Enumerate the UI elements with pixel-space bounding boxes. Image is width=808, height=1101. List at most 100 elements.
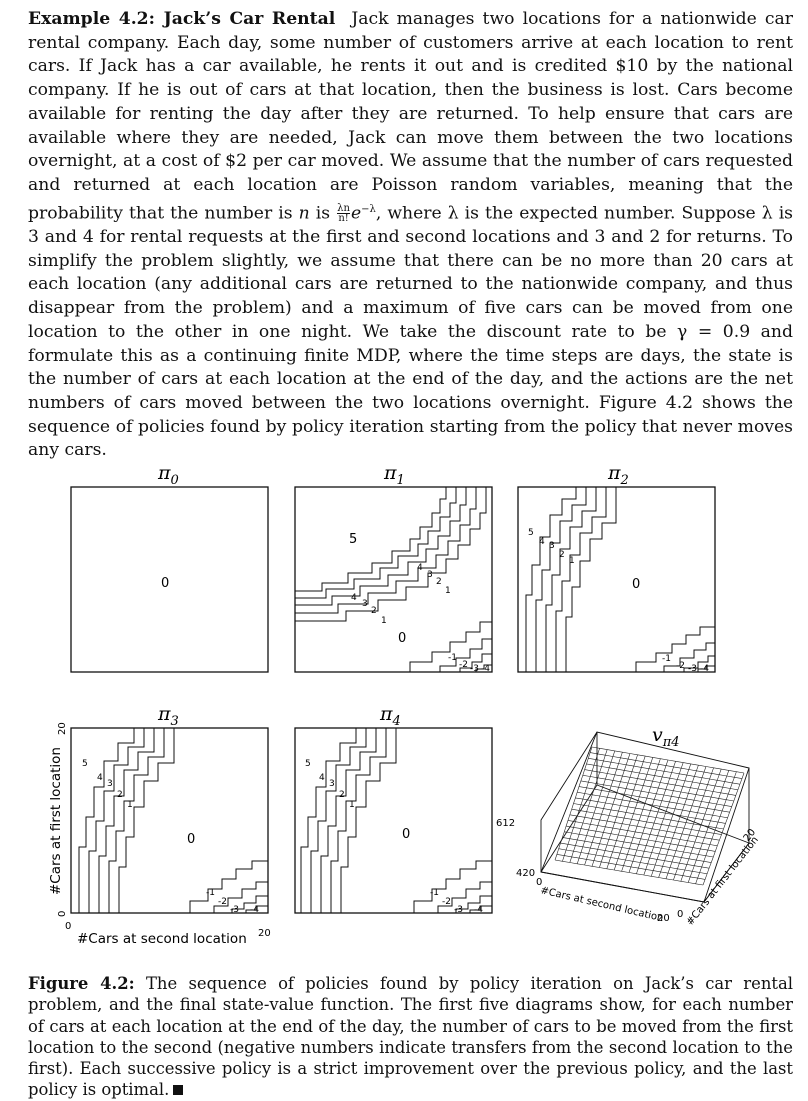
fraction-denominator: n! bbox=[338, 213, 349, 225]
poisson-fraction: λn n! bbox=[337, 203, 350, 225]
region-label: -3 bbox=[230, 905, 239, 915]
region-label: 0 bbox=[161, 576, 169, 591]
x-tick-0: 0 bbox=[536, 877, 542, 888]
region-label: 2 bbox=[117, 790, 123, 800]
value-surface-mesh bbox=[554, 746, 745, 886]
x-tick-20: 20 bbox=[657, 913, 670, 924]
region-label: 5 bbox=[82, 759, 88, 769]
region-label: -1 bbox=[448, 653, 457, 663]
z-tick-low: 420 bbox=[516, 868, 535, 879]
region-label: 1 bbox=[445, 586, 451, 596]
region-label: 3 bbox=[362, 599, 368, 609]
panel-frame-pi0 bbox=[70, 486, 269, 673]
region-label: -3 bbox=[454, 905, 463, 915]
region-label: 4 bbox=[539, 537, 545, 547]
mesh-line bbox=[673, 767, 714, 881]
mesh-line bbox=[650, 763, 692, 877]
mesh-line bbox=[636, 761, 676, 874]
region-label: 5 bbox=[349, 532, 357, 547]
y-tick-0: 0 bbox=[677, 909, 683, 920]
region-label: 5 bbox=[305, 759, 311, 769]
example-text-2: , where λ is the expected number. Suppos… bbox=[28, 203, 794, 461]
mesh-line bbox=[580, 780, 732, 807]
region-label: -2 bbox=[218, 897, 227, 907]
region-label: 3 bbox=[329, 779, 335, 789]
mesh-line bbox=[680, 768, 722, 882]
mesh-line bbox=[575, 797, 726, 824]
region-label: -4 bbox=[474, 905, 483, 915]
fraction-numerator: λn bbox=[337, 203, 350, 215]
region-label: -4 bbox=[700, 664, 709, 674]
region-label: 4 bbox=[97, 773, 103, 783]
region-label: -4 bbox=[481, 664, 490, 674]
region-label: 0 bbox=[398, 631, 406, 646]
region-label: 2 bbox=[371, 606, 377, 616]
region-label: -1 bbox=[206, 888, 215, 898]
region-label: -4 bbox=[250, 905, 259, 915]
mesh-line bbox=[665, 766, 707, 879]
region-label: -1 bbox=[662, 654, 671, 664]
region-label: 5 bbox=[528, 528, 534, 538]
region-label: 3 bbox=[427, 570, 433, 580]
mesh-line bbox=[591, 746, 745, 774]
region-label: -3 bbox=[688, 664, 697, 674]
region-label: 4 bbox=[319, 773, 325, 783]
mesh-line bbox=[588, 758, 740, 785]
region-label: 1 bbox=[349, 800, 355, 810]
panel-title-pi2: π2 bbox=[607, 462, 629, 488]
region-label: 4 bbox=[417, 563, 423, 573]
y-tick-top: 20 bbox=[57, 722, 68, 735]
example-paragraph: Example 4.2: Jack’s Car Rental Jack mana… bbox=[28, 8, 793, 463]
value-y-axis-label: #Cars at first location bbox=[685, 835, 761, 928]
y-tick-bottom: 0 bbox=[57, 911, 68, 917]
example-heading: Example 4.2: Jack’s Car Rental bbox=[28, 9, 336, 29]
n-variable: n bbox=[298, 203, 310, 224]
mesh-line bbox=[702, 772, 745, 886]
panel-title-pi0: π0 bbox=[157, 462, 179, 488]
z-tick-high: 612 bbox=[496, 818, 515, 829]
region-label: -1 bbox=[430, 888, 439, 898]
region-label: 1 bbox=[127, 800, 133, 810]
region-label: 2 bbox=[559, 550, 565, 560]
region-label: -2 bbox=[676, 661, 685, 671]
exp-power: −λ bbox=[361, 203, 376, 215]
mesh-line bbox=[695, 771, 737, 884]
panel-title-pi1: π1 bbox=[383, 462, 405, 488]
x-tick-left: 0 bbox=[65, 921, 71, 932]
exp-base: e bbox=[350, 203, 362, 224]
panel-frame-pi1 bbox=[294, 486, 493, 673]
region-label: 3 bbox=[549, 541, 555, 551]
region-label: 2 bbox=[436, 577, 442, 587]
mesh-line bbox=[578, 786, 730, 813]
panel-title-pi4: π4 bbox=[379, 703, 401, 729]
region-label: -3 bbox=[470, 664, 479, 674]
mesh-line bbox=[643, 762, 684, 876]
region-label: 2 bbox=[339, 790, 345, 800]
mesh-line bbox=[577, 791, 728, 819]
panel-title-pi3: π3 bbox=[157, 703, 179, 729]
panel-frame-pi3 bbox=[70, 727, 269, 914]
region-label: 1 bbox=[569, 556, 575, 566]
caption-text: The sequence of policies found by policy… bbox=[28, 974, 794, 1100]
caption-label: Figure 4.2: bbox=[28, 974, 135, 993]
x-axis-label: #Cars at second location bbox=[77, 931, 247, 947]
value-plot-title: vπ4 bbox=[652, 724, 680, 750]
example-text-1: Jack manages two locations for a nationw… bbox=[28, 9, 793, 224]
mesh-line bbox=[573, 803, 724, 830]
region-label: 0 bbox=[187, 832, 195, 847]
region-label: -2 bbox=[459, 660, 468, 670]
region-label: 0 bbox=[632, 577, 640, 592]
region-label: 0 bbox=[402, 827, 410, 842]
mesh-line bbox=[590, 752, 743, 779]
region-label: 3 bbox=[107, 779, 113, 789]
mesh-line bbox=[584, 769, 736, 796]
policy-boundaries bbox=[78, 487, 715, 913]
region-label: -2 bbox=[442, 897, 451, 907]
x-tick-right: 20 bbox=[258, 928, 271, 939]
mesh-line bbox=[582, 775, 734, 802]
mesh-line bbox=[658, 765, 699, 878]
figure-caption: Figure 4.2: The sequence of policies fou… bbox=[28, 973, 793, 1101]
region-label: 1 bbox=[381, 616, 387, 626]
mesh-line bbox=[586, 763, 738, 791]
y-axis-label: #Cars at first location bbox=[48, 747, 64, 895]
